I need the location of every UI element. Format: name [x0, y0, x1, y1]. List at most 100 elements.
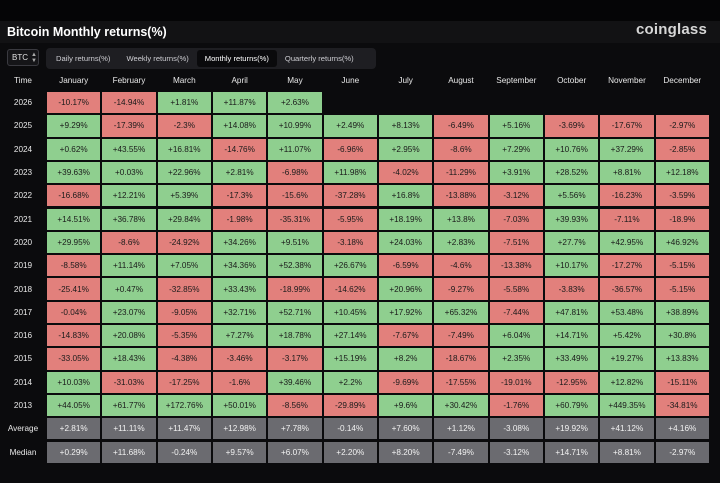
return-cell: -4.38%	[156, 347, 212, 371]
return-cell: +1.81%	[156, 91, 212, 115]
return-cell: +2.81%	[211, 160, 268, 185]
return-cell: +47.81%	[543, 300, 600, 324]
row-label-2022: 2022	[13, 191, 33, 201]
summary-cell: +8.20%	[377, 440, 434, 464]
return-cell: +0.47%	[101, 277, 157, 301]
return-cell: +12.82%	[599, 370, 655, 394]
return-cell: +14.08%	[211, 114, 268, 138]
return-cell: +9.29%	[46, 114, 102, 138]
column-header-december: December	[663, 75, 702, 85]
return-cell: +65.32%	[433, 300, 489, 324]
column-header-may: May	[287, 75, 303, 85]
return-cell: +2.95%	[377, 137, 434, 161]
return-cell: +18.19%	[377, 207, 434, 231]
return-cell: +6.04%	[488, 324, 544, 348]
row-label-2013: 2013	[13, 401, 33, 411]
return-cell: +22.96%	[156, 160, 212, 185]
return-cell: +9.51%	[267, 230, 323, 255]
return-cell: -36.57%	[599, 277, 655, 301]
return-cell: +27.14%	[322, 324, 378, 348]
return-cell: +2.2%	[322, 370, 378, 394]
return-cell: +11.87%	[211, 91, 268, 115]
return-cell: -32.85%	[156, 277, 212, 301]
summary-cell: -3.08%	[488, 417, 544, 441]
sort-chevron-icon: ▲ ▼	[31, 51, 37, 64]
column-header-november: November	[608, 75, 646, 85]
summary-cell: +12.98%	[211, 417, 268, 441]
tab-weekly-returns[interactable]: Weekly returns(%)	[126, 54, 189, 63]
row-label-2016: 2016	[13, 331, 33, 341]
column-header-september: September	[496, 75, 537, 85]
return-cell: +42.95%	[599, 230, 655, 255]
return-cell: +52.38%	[267, 254, 323, 278]
return-cell: -6.98%	[267, 160, 323, 185]
return-cell: -18.9%	[654, 207, 710, 231]
summary-cell: -7.49%	[433, 440, 489, 464]
return-cell: -3.18%	[322, 230, 378, 255]
row-label-2025: 2025	[13, 121, 33, 131]
return-cell: -7.03%	[488, 207, 544, 231]
return-cell: -4.02%	[377, 160, 434, 185]
return-cell: -17.39%	[101, 114, 157, 138]
return-cell: -3.83%	[543, 277, 600, 301]
summary-cell: +0.29%	[46, 440, 102, 464]
return-cell: -16.68%	[46, 184, 102, 208]
return-cell: -6.59%	[377, 254, 434, 278]
return-cell: +34.26%	[211, 230, 268, 255]
return-cell: +9.6%	[377, 393, 434, 418]
row-label-2014: 2014	[13, 377, 33, 387]
return-cell: -5.58%	[488, 277, 544, 301]
summary-cell: +2.20%	[322, 440, 378, 464]
return-cell: +8.2%	[377, 347, 434, 371]
return-cell: +20.08%	[101, 324, 157, 348]
return-cell: +61.77%	[101, 393, 157, 418]
tab-daily-returns[interactable]: Daily returns(%)	[56, 54, 111, 63]
return-cell: -13.38%	[488, 254, 544, 278]
return-cell: +46.92%	[654, 230, 710, 255]
row-label-2019: 2019	[13, 261, 33, 271]
return-cell: +44.05%	[46, 393, 102, 418]
return-cell: +30.8%	[654, 324, 710, 348]
return-cell: -9.69%	[377, 370, 434, 394]
return-cell: +33.49%	[543, 347, 600, 371]
return-cell: +7.27%	[211, 324, 268, 348]
return-cell: -7.11%	[599, 207, 655, 231]
column-header-august: August	[448, 75, 474, 85]
summary-cell: -2.97%	[654, 440, 710, 464]
return-cell: -6.49%	[433, 114, 489, 138]
column-header-january: January	[59, 75, 89, 85]
return-cell: -5.35%	[156, 324, 212, 348]
return-cell: -2.3%	[156, 114, 212, 138]
asset-select[interactable]: BTC ▲ ▼	[7, 49, 39, 66]
return-cell: +2.49%	[322, 114, 378, 138]
return-cell: -29.89%	[322, 393, 378, 418]
table-corner-label: Time	[14, 75, 32, 85]
return-cell: -17.3%	[211, 184, 268, 208]
return-cell: +11.07%	[267, 137, 323, 161]
return-cell: -7.44%	[488, 300, 544, 324]
return-cell: +19.27%	[599, 347, 655, 371]
return-cell: +2.63%	[267, 91, 323, 115]
summary-cell: +11.68%	[101, 440, 157, 464]
return-cell: +10.03%	[46, 370, 102, 394]
return-cell: +37.29%	[599, 137, 655, 161]
return-cell: -33.05%	[46, 347, 102, 371]
row-label-2020: 2020	[13, 237, 33, 247]
header-bar	[0, 21, 720, 43]
return-cell: -1.76%	[488, 393, 544, 418]
asset-select-value: BTC	[12, 53, 28, 62]
return-cell: +26.67%	[322, 254, 378, 278]
return-cell: -7.51%	[488, 230, 544, 255]
summary-cell: +2.81%	[46, 417, 102, 441]
return-cell: +0.03%	[101, 160, 157, 185]
return-cell: +5.42%	[599, 324, 655, 348]
return-cell: +39.93%	[543, 207, 600, 231]
return-cell: +14.71%	[543, 324, 600, 348]
tab-quarterly-returns[interactable]: Quarterly returns(%)	[284, 54, 354, 63]
return-cell: +10.45%	[322, 300, 378, 324]
summary-cell: +7.78%	[267, 417, 323, 441]
return-cell: +13.8%	[433, 207, 489, 231]
return-cell: +12.18%	[654, 160, 710, 185]
tab-monthly-returns[interactable]: Monthly returns(%)	[196, 50, 277, 67]
return-cell: +172.76%	[156, 393, 212, 418]
